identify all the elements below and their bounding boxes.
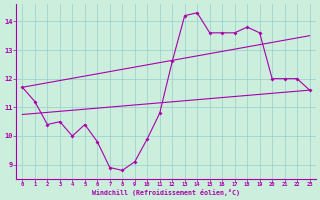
X-axis label: Windchill (Refroidissement éolien,°C): Windchill (Refroidissement éolien,°C) bbox=[92, 189, 240, 196]
